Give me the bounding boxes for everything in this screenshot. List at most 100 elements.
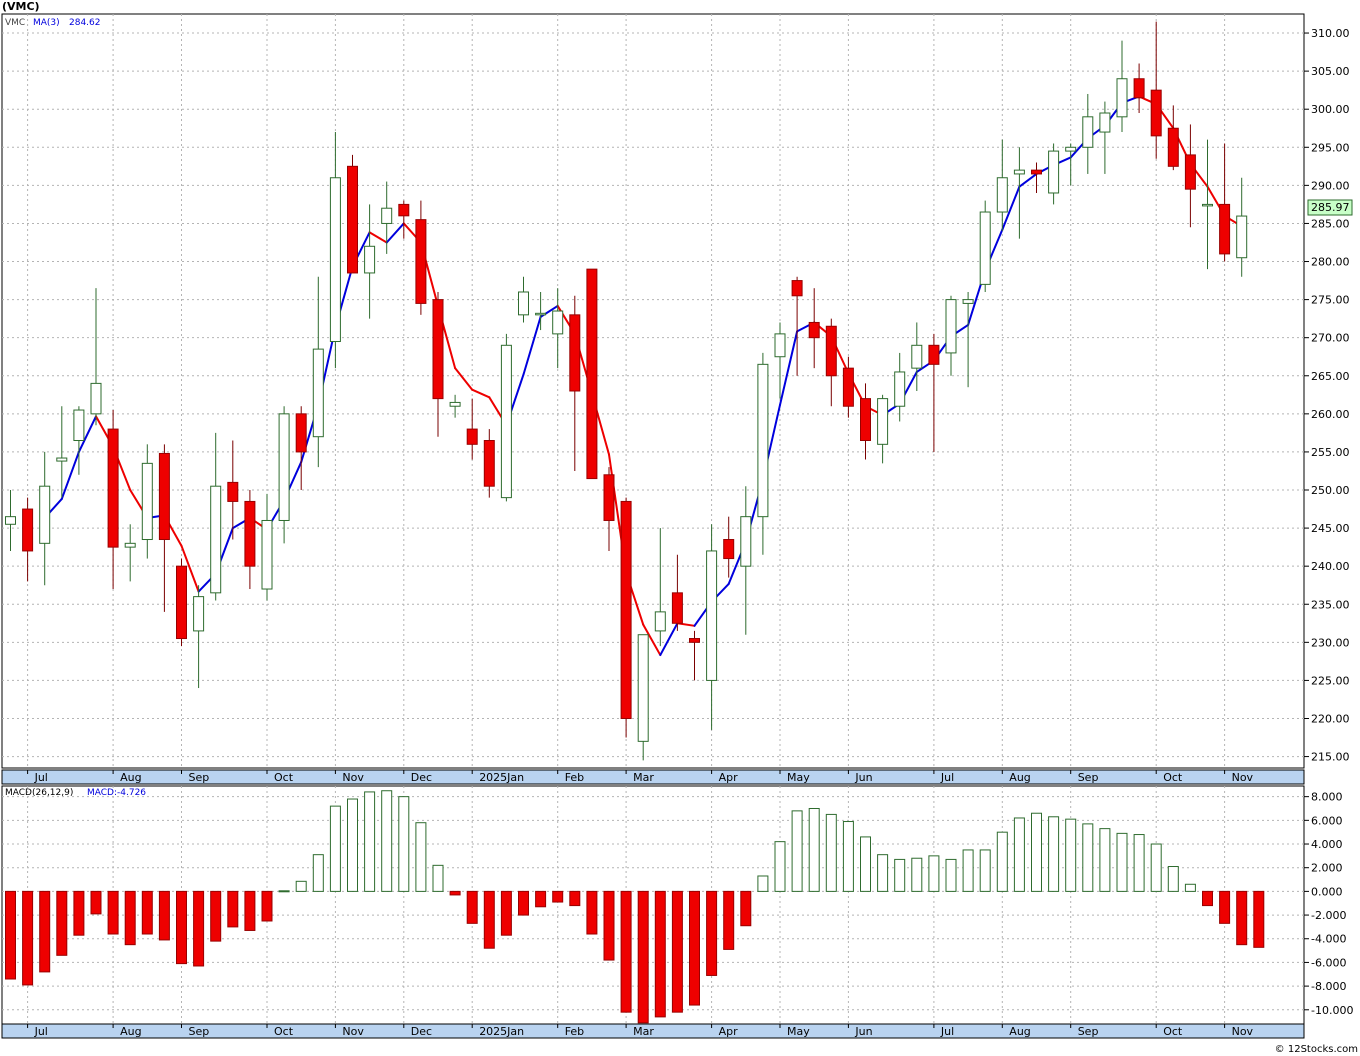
price-xtick-label: Oct: [274, 771, 294, 784]
candle-body: [107, 428, 119, 548]
chart-title: (VMC): [2, 0, 40, 13]
candle-body: [295, 413, 307, 453]
candle: [1048, 143, 1060, 205]
macd-bar: [261, 890, 273, 922]
macd-bar: [329, 805, 341, 892]
macd-xtick-label: Dec: [411, 1025, 432, 1038]
macd-bar: [295, 880, 307, 892]
macd-bar: [740, 890, 752, 927]
macd-bar: [1099, 828, 1111, 892]
macd-bar: [1082, 823, 1094, 892]
candle-body: [278, 413, 290, 521]
macd-bar: [586, 890, 598, 935]
macd-xtick-label: Mar: [633, 1025, 654, 1038]
price-xtick-label: May: [787, 771, 810, 784]
candle: [860, 383, 871, 460]
candle-body: [193, 596, 205, 632]
macd-xtick-label: Aug: [1009, 1025, 1030, 1038]
macd-legend-value: MACD:-4.726: [87, 788, 146, 798]
candle-body: [22, 508, 34, 552]
candle: [329, 132, 341, 369]
macd-bar: [774, 841, 786, 892]
candle: [1099, 101, 1111, 174]
ma-line-segment: [1001, 185, 1021, 231]
macd-bar: [449, 890, 461, 896]
candle: [740, 486, 752, 635]
candle-body: [73, 409, 85, 442]
macd-bar: [928, 855, 940, 892]
macd-xtick-label: May: [787, 1025, 810, 1038]
candle-body: [979, 211, 991, 285]
candle: [124, 524, 136, 582]
candle: [210, 432, 222, 601]
macd-xtick-label: Apr: [719, 1025, 739, 1038]
macd-tick-label: 6.000: [1311, 814, 1343, 827]
macd-tick-label: 8.000: [1311, 791, 1343, 804]
candle: [518, 276, 529, 323]
price-xtick-label: Jul: [940, 771, 954, 784]
candle-body: [227, 481, 239, 502]
candle: [774, 322, 786, 399]
candle: [39, 451, 51, 586]
candle-body: [1202, 203, 1213, 207]
macd-bar: [278, 890, 290, 893]
macd-tick-label: -4.000: [1311, 933, 1346, 946]
last-price-box: 285.97: [1307, 199, 1353, 216]
candle-body: [654, 611, 666, 632]
macd-tick-label: -2.000: [1311, 909, 1346, 922]
macd-bar: [158, 890, 170, 941]
macd-bar: [1202, 890, 1213, 907]
price-xtick-label: Aug: [120, 771, 141, 784]
candle-body: [1116, 78, 1128, 118]
price-xtick-label: Dec: [411, 771, 432, 784]
legend-ma-label: MA(3): [33, 18, 60, 28]
candle-body: [706, 550, 718, 681]
price-xtick-label: Nov: [1232, 771, 1254, 784]
macd-bar: [500, 890, 512, 936]
candle: [808, 288, 820, 369]
candle: [757, 352, 769, 555]
candle-body: [39, 485, 51, 544]
candle: [466, 398, 478, 460]
macd-bar: [381, 790, 393, 892]
macd-tick-label: 4.000: [1311, 838, 1343, 851]
ma-line-segment: [454, 367, 474, 391]
macd-bar: [22, 890, 34, 986]
candle-body: [1099, 112, 1111, 133]
price-xtick-label: Apr: [719, 771, 739, 784]
candle: [1031, 162, 1042, 193]
macd-bar: [432, 864, 444, 892]
candle-body: [90, 382, 102, 415]
candle: [552, 288, 564, 369]
ma-line-segment: [522, 315, 542, 376]
candle-body: [261, 519, 273, 590]
candle: [637, 634, 649, 761]
macd-bar: [141, 890, 153, 935]
macd-tick-label: -6.000: [1311, 956, 1346, 969]
candle: [1065, 143, 1077, 186]
macd-tick-label: -10.000: [1311, 1004, 1353, 1017]
svg-text:285.97: 285.97: [1311, 201, 1350, 214]
candle-body: [244, 500, 256, 567]
candle: [620, 497, 632, 738]
candle: [962, 291, 974, 388]
candle-body: [689, 638, 700, 643]
macd-bar: [842, 821, 854, 892]
candle: [141, 444, 153, 559]
price-tick-label: 245.00: [1311, 522, 1350, 535]
candle: [654, 528, 666, 647]
candle-body: [620, 500, 632, 719]
candle-body: [842, 367, 854, 407]
ma-line-segment: [471, 388, 491, 399]
candle-body: [1184, 154, 1196, 190]
price-xtick-label: Nov: [342, 771, 364, 784]
candle: [535, 291, 547, 331]
ma-line-segment: [180, 544, 200, 593]
candle: [415, 200, 427, 315]
candle-body: [1065, 146, 1077, 152]
candle-body: [5, 516, 16, 525]
candle: [107, 410, 119, 590]
macd-bar: [347, 798, 358, 892]
candle-body: [723, 539, 735, 560]
candle: [381, 181, 393, 254]
